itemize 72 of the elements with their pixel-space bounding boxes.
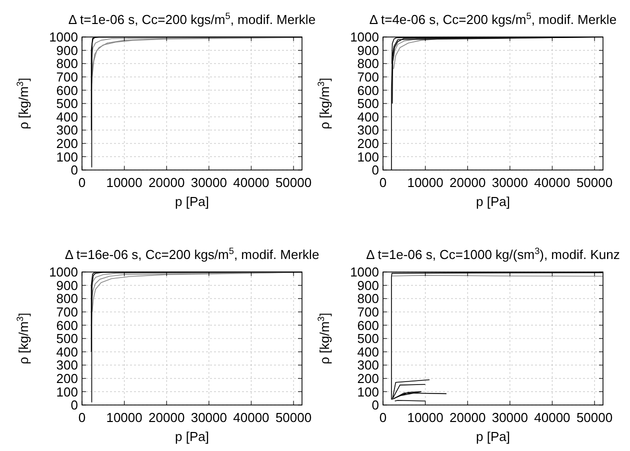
- y-tick-label: 1000: [49, 264, 78, 280]
- y-tick-label: 1000: [350, 264, 379, 280]
- y-tick-label: 500: [56, 96, 78, 112]
- chart-title: Δ t=4e-06 s, Cc=200 kgs/m$^{5}$, modif. Merkle: [369, 11, 617, 27]
- x-tick-label: 10000: [106, 410, 142, 425]
- y-tick-label: 100: [357, 384, 379, 400]
- y-tick-label: 500: [357, 331, 379, 346]
- x-tick-label: 50000: [275, 410, 312, 425]
- y-tick-label: 400: [357, 109, 379, 124]
- x-tick-label: 50000: [275, 175, 312, 190]
- y-tick-label: 600: [357, 318, 379, 333]
- x-tick-label: 20000: [450, 410, 486, 425]
- x-tick-label: 10000: [407, 175, 444, 190]
- chart-title: Δ t=1e-06 s, Cc=1000 kg/(sm$^{3}$), modif. Kunz: [366, 246, 620, 262]
- chart-title: Δ t=16e-06 s, Cc=200 kgs/m$^{5}$, modif. Merkle: [64, 246, 320, 262]
- x-tick-label: 10000: [106, 175, 142, 190]
- y-tick-label: 900: [357, 278, 379, 293]
- y-tick-label: 900: [56, 42, 78, 58]
- y-tick-label: 200: [357, 370, 379, 386]
- chart-title: Δ t=1e-06 s, Cc=200 kgs/m$^{5}$, modif. Merkle: [68, 11, 316, 27]
- y-tick-label: 600: [56, 318, 78, 333]
- y-tick-label: 600: [56, 82, 78, 98]
- y-tick-label: 300: [56, 122, 78, 138]
- x-tick-label: 40000: [534, 410, 570, 425]
- y-tick-label: 0: [372, 398, 379, 413]
- x-axis-title: p [Pa]: [175, 194, 209, 209]
- x-axis-title: p [Pa]: [175, 429, 209, 444]
- y-tick-label: 500: [56, 331, 78, 346]
- y-tick-label: 1000: [49, 30, 78, 45]
- y-tick-label: 400: [357, 344, 379, 360]
- y-tick-label: 900: [357, 42, 379, 58]
- y-tick-label: 100: [56, 149, 78, 164]
- y-tick-label: 300: [357, 358, 379, 373]
- y-tick-label: 800: [357, 291, 379, 306]
- x-axis-title: p [Pa]: [476, 429, 510, 444]
- y-tick-label: 200: [56, 136, 78, 151]
- y-tick-label: 100: [357, 149, 379, 164]
- y-tick-label: 700: [56, 304, 78, 320]
- y-tick-label: 100: [56, 384, 78, 400]
- x-tick-label: 30000: [492, 175, 528, 190]
- x-tick-label: 40000: [233, 175, 270, 190]
- x-tick-label: 30000: [492, 410, 528, 425]
- x-tick-label: 20000: [450, 175, 486, 190]
- y-tick-label: 900: [56, 278, 78, 293]
- x-tick-label: 50000: [576, 175, 613, 190]
- y-tick-label: 0: [372, 162, 379, 178]
- y-tick-label: 400: [56, 344, 78, 360]
- y-tick-label: 800: [56, 291, 78, 306]
- y-tick-label: 400: [56, 109, 78, 124]
- y-tick-label: 700: [56, 69, 78, 84]
- x-tick-label: 30000: [190, 175, 227, 190]
- y-tick-label: 300: [357, 122, 379, 138]
- y-tick-label: 0: [70, 162, 78, 178]
- x-tick-label: 20000: [148, 410, 185, 425]
- y-tick-label: 800: [357, 56, 379, 72]
- x-tick-label: 40000: [534, 175, 570, 190]
- y-tick-label: 300: [56, 358, 78, 373]
- y-tick-label: 200: [56, 370, 78, 386]
- y-tick-label: 1000: [350, 30, 379, 45]
- y-tick-label: 700: [357, 69, 379, 84]
- y-tick-label: 500: [357, 96, 379, 112]
- x-tick-label: 10000: [407, 410, 444, 425]
- x-tick-label: 50000: [576, 410, 613, 425]
- y-tick-label: 200: [357, 136, 379, 151]
- y-tick-label: 800: [56, 56, 78, 72]
- x-axis-title: p [Pa]: [476, 194, 510, 209]
- y-tick-label: 700: [357, 304, 379, 320]
- x-tick-label: 20000: [148, 175, 185, 190]
- x-tick-label: 30000: [190, 410, 227, 425]
- y-tick-label: 600: [357, 82, 379, 98]
- y-tick-label: 0: [70, 398, 78, 413]
- x-tick-label: 40000: [233, 410, 270, 425]
